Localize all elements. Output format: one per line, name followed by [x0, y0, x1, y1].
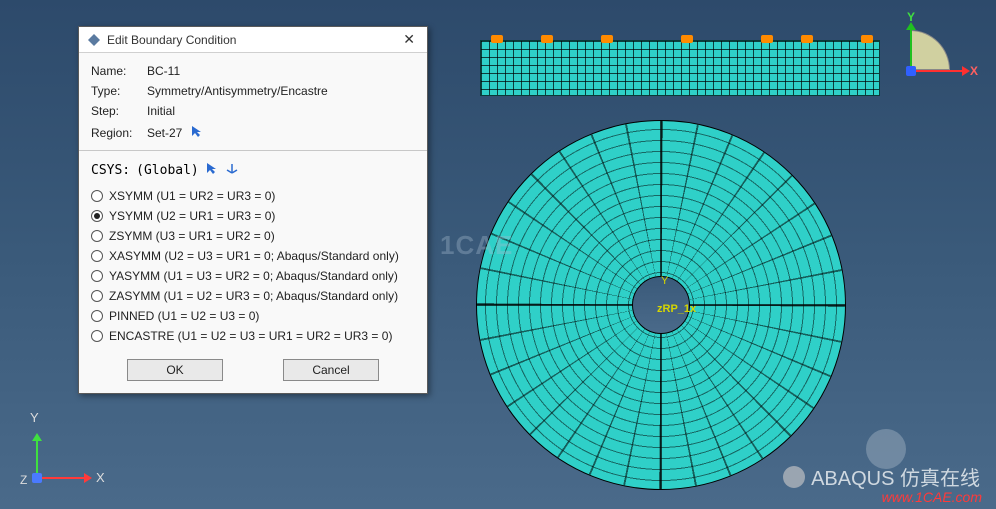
radio-icon[interactable] [91, 270, 103, 282]
rp-y-label: Y [661, 275, 668, 287]
radio-icon[interactable] [91, 230, 103, 242]
brand-text: ABAQUS 仿真在线 [783, 462, 980, 491]
ok-button[interactable]: OK [127, 359, 223, 381]
bc-option-encastre[interactable]: ENCASTRE (U1 = U2 = U3 = UR1 = UR2 = UR3… [91, 329, 415, 343]
name-value: BC-11 [147, 64, 180, 78]
step-label: Step: [91, 104, 147, 118]
bc-symbol-icon [491, 35, 503, 43]
create-csys-icon[interactable] [225, 161, 239, 179]
region-label: Region: [91, 126, 147, 140]
type-value: Symmetry/Antisymmetry/Encastre [147, 84, 328, 98]
triad-z-label: Z [20, 473, 27, 487]
bc-option-pinned[interactable]: PINNED (U1 = U2 = U3 = 0) [91, 309, 415, 323]
radio-label: YASYMM (U1 = U3 = UR2 = 0; Abaqus/Standa… [109, 269, 398, 283]
bc-option-zasymm[interactable]: ZASYMM (U1 = U2 = UR3 = 0; Abaqus/Standa… [91, 289, 415, 303]
radio-icon[interactable] [91, 190, 103, 202]
bc-symbol-icon [601, 35, 613, 43]
radio-icon[interactable] [91, 330, 103, 342]
bc-option-xsymm[interactable]: XSYMM (U1 = UR2 = UR3 = 0) [91, 189, 415, 203]
viewcube-z-icon [906, 66, 916, 76]
type-label: Type: [91, 84, 147, 98]
pick-region-icon[interactable] [190, 124, 204, 141]
radio-label: ZASYMM (U1 = U2 = UR3 = 0; Abaqus/Standa… [109, 289, 398, 303]
close-icon[interactable]: ✕ [399, 31, 419, 48]
radio-icon[interactable] [91, 250, 103, 262]
reference-point-label: zRP_1x [657, 303, 696, 315]
abaqus-viewport: Y zRP_1x 1CAE X Y Y X Z ABAQUS 仿真在线 www.… [0, 0, 996, 509]
cancel-button[interactable]: Cancel [283, 359, 379, 381]
viewcube-face[interactable] [910, 30, 950, 70]
step-value: Initial [147, 104, 175, 118]
radio-label: ENCASTRE (U1 = U2 = U3 = UR1 = UR2 = UR3… [109, 329, 392, 343]
separator [79, 150, 427, 151]
triad-x-label: X [96, 470, 105, 485]
dialog-title: Edit Boundary Condition [107, 33, 399, 47]
bc-option-ysymm[interactable]: YSYMM (U2 = UR1 = UR3 = 0) [91, 209, 415, 223]
radio-icon[interactable] [91, 310, 103, 322]
mesh-rectangular-part [480, 40, 880, 96]
csys-value: (Global) [136, 163, 199, 178]
viewcube-y-label: Y [907, 10, 915, 24]
triad-z-icon [32, 473, 42, 483]
mesh-grid [481, 41, 879, 95]
viewcube-x-label: X [970, 64, 978, 78]
brand-url: www.1CAE.com [882, 489, 982, 505]
pick-csys-icon[interactable] [205, 161, 219, 179]
region-value: Set-27 [147, 126, 182, 140]
bc-symbol-icon [861, 35, 873, 43]
bc-option-zsymm[interactable]: ZSYMM (U3 = UR1 = UR2 = 0) [91, 229, 415, 243]
bc-option-yasymm[interactable]: YASYMM (U1 = U3 = UR2 = 0; Abaqus/Standa… [91, 269, 415, 283]
csys-label: CSYS: [91, 163, 130, 178]
brand-label: ABAQUS 仿真在线 [811, 462, 980, 491]
bc-symbol-icon [761, 35, 773, 43]
edit-boundary-condition-dialog: Edit Boundary Condition ✕ Name: BC-11 Ty… [78, 26, 428, 394]
radio-icon[interactable] [91, 210, 103, 222]
dialog-app-icon [87, 33, 101, 47]
coordinate-triad: X Z [18, 437, 108, 497]
bc-symbol-icon [541, 35, 553, 43]
radio-label: YSYMM (U2 = UR1 = UR3 = 0) [109, 209, 275, 223]
dialog-titlebar[interactable]: Edit Boundary Condition ✕ [79, 27, 427, 53]
triad-y-label: Y [30, 410, 39, 425]
radio-label: XASYMM (U2 = U3 = UR1 = 0; Abaqus/Standa… [109, 249, 399, 263]
radio-label: ZSYMM (U3 = UR1 = UR2 = 0) [109, 229, 275, 243]
name-label: Name: [91, 64, 147, 78]
dialog-body: Name: BC-11 Type: Symmetry/Antisymmetry/… [79, 53, 427, 393]
bc-symbol-icon [801, 35, 813, 43]
brand-logo-icon [783, 466, 805, 488]
view-orientation-cube[interactable]: X Y [910, 18, 980, 88]
bc-type-radio-group: XSYMM (U1 = UR2 = UR3 = 0) YSYMM (U2 = UR… [91, 187, 415, 353]
bc-option-xasymm[interactable]: XASYMM (U2 = U3 = UR1 = 0; Abaqus/Standa… [91, 249, 415, 263]
radio-label: PINNED (U1 = U2 = U3 = 0) [109, 309, 259, 323]
bc-symbol-icon [681, 35, 693, 43]
radio-icon[interactable] [91, 290, 103, 302]
mesh-circular-part: Y zRP_1x [476, 120, 846, 490]
radio-label: XSYMM (U1 = UR2 = UR3 = 0) [109, 189, 275, 203]
